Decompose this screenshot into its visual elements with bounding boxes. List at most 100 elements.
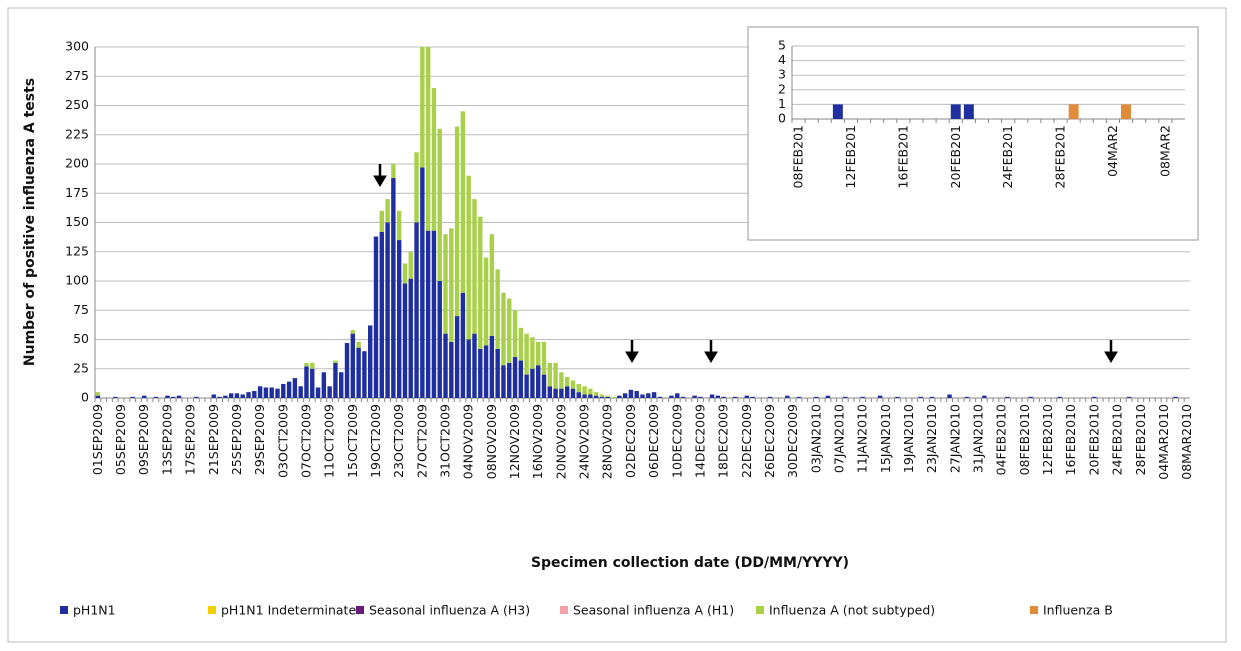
bar	[605, 396, 610, 398]
y-tick-label: 250	[65, 97, 89, 112]
bar	[651, 392, 657, 398]
bar	[588, 388, 593, 395]
bar	[246, 392, 251, 398]
bar	[721, 396, 726, 398]
x-tick-label: 13SEP2009	[159, 404, 174, 475]
bar	[495, 269, 500, 349]
bar	[420, 47, 425, 168]
x-tick-label: 20FEB201	[948, 125, 963, 188]
x-tick-label: 30DEC2009	[785, 404, 800, 478]
x-tick-label: 22DEC2009	[739, 404, 754, 478]
bar	[165, 395, 170, 398]
bar	[1028, 396, 1033, 398]
bar	[414, 222, 419, 398]
bar	[582, 394, 587, 398]
x-tick-label: 05SEP2009	[113, 404, 128, 475]
bar	[362, 351, 367, 398]
bar	[964, 396, 970, 398]
bar	[877, 395, 883, 398]
bar	[396, 210, 402, 241]
bar	[501, 365, 506, 398]
arrow-head	[373, 175, 387, 187]
bar	[431, 87, 437, 231]
bar	[95, 395, 101, 398]
y-tick-label: 300	[65, 39, 89, 54]
x-tick-label: 12FEB2010	[1040, 404, 1055, 475]
x-tick-label: 24NOV2009	[577, 404, 592, 479]
bar	[420, 167, 425, 398]
bar	[982, 395, 987, 398]
bar	[593, 395, 599, 398]
x-tick-label: 16FEB201	[895, 125, 910, 188]
x-tick-label: 27JAN2010	[947, 404, 962, 473]
bar	[252, 390, 257, 398]
y-tick-label: 175	[65, 185, 89, 200]
x-tick-label: 08MAR2	[1157, 125, 1172, 177]
x-tick-label: 23JAN2010	[924, 404, 939, 473]
bar	[524, 333, 529, 375]
bar	[559, 372, 564, 389]
bar	[501, 292, 506, 366]
legend-swatch	[756, 606, 764, 614]
bar	[628, 389, 634, 398]
y-tick-label: 2	[778, 81, 786, 96]
bar	[223, 395, 228, 398]
x-tick-label: 24FEB201	[1000, 125, 1015, 188]
x-tick-label: 17SEP2009	[183, 404, 198, 475]
x-tick-label: 14DEC2009	[692, 404, 707, 478]
bar	[530, 337, 535, 369]
x-tick-label: 10DEC2009	[669, 404, 684, 478]
bar	[796, 396, 802, 398]
bar	[460, 292, 466, 398]
x-tick-label: 08MAR2010	[1179, 404, 1194, 480]
x-tick-label: 31JAN2010	[971, 404, 986, 473]
bar	[153, 396, 159, 398]
bar	[310, 362, 315, 369]
bar	[228, 393, 234, 398]
bar	[281, 383, 286, 398]
y-tick-label: 4	[778, 52, 786, 67]
bar	[634, 390, 639, 398]
bar	[385, 222, 390, 398]
bar	[483, 257, 489, 346]
bar	[709, 394, 715, 398]
bar	[715, 395, 721, 398]
x-tick-label: 03OCT2009	[275, 404, 290, 478]
bar	[391, 178, 396, 398]
bar	[617, 395, 622, 398]
bar	[449, 228, 454, 342]
bar	[918, 396, 923, 398]
bar	[582, 386, 587, 395]
y-tick-label: 75	[73, 302, 89, 317]
x-tick-label: 12NOV2009	[507, 404, 522, 479]
bar	[605, 395, 610, 397]
bar	[443, 234, 448, 334]
y-tick-label: 50	[73, 331, 89, 346]
x-tick-label: 04MAR2010	[1156, 404, 1171, 480]
legend-swatch	[356, 606, 364, 614]
bar	[449, 341, 454, 398]
x-tick-label: 08FEB201	[791, 125, 806, 188]
y-tick-label: 0	[81, 390, 89, 405]
x-tick-label: 02DEC2009	[623, 404, 638, 478]
x-tick-label: 29SEP2009	[252, 404, 267, 475]
bar	[576, 383, 581, 393]
bar	[547, 386, 553, 398]
x-tick-label: 07OCT2009	[298, 404, 313, 478]
y-axis-label: Number of positive influenza A tests	[22, 78, 38, 366]
bar	[211, 394, 216, 398]
bar	[657, 396, 663, 398]
x-tick-label: 03JAN2010	[808, 404, 823, 473]
bar	[454, 126, 460, 317]
legend-label: Seasonal influenza A (H3)	[369, 603, 530, 618]
x-tick-label: 26DEC2009	[762, 404, 777, 478]
bar	[1121, 104, 1132, 119]
bar	[263, 387, 269, 398]
bar	[895, 396, 900, 398]
x-tick-label: 28NOV2009	[600, 404, 615, 479]
bar	[541, 341, 547, 375]
bar	[512, 310, 518, 358]
x-tick-label: 15OCT2009	[345, 404, 360, 478]
